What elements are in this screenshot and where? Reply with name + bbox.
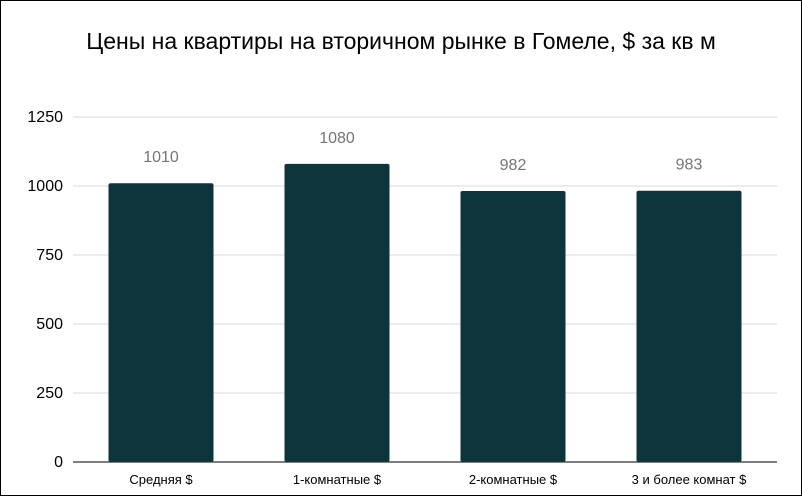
labels: 0 250 500 750 1000 1250 1010 Средняя $ 1080 1-ком… <box>27 109 747 487</box>
category-label-4: 3 и более комнат $ <box>632 472 747 487</box>
bars <box>108 163 742 463</box>
data-label-4: 983 <box>676 157 703 174</box>
category-label-3: 2-комнатные $ <box>469 472 558 487</box>
bar-1 <box>108 183 214 463</box>
y-tick-label: 750 <box>36 247 63 264</box>
chart-title: Цены на квартиры на вторичном рынке в Го… <box>86 28 716 54</box>
data-label-2: 1080 <box>319 130 355 147</box>
y-tick-label: 1000 <box>27 178 63 195</box>
bar-4 <box>636 190 742 462</box>
category-label-1: Средняя $ <box>129 472 193 487</box>
y-tick-label: 1250 <box>27 109 63 126</box>
category-label-2: 1-комнатные $ <box>293 472 382 487</box>
bar-2 <box>284 163 390 463</box>
data-label-1: 1010 <box>143 149 179 166</box>
y-tick-label: 0 <box>54 454 63 471</box>
y-tick-label: 500 <box>36 316 63 333</box>
y-tick-label: 250 <box>36 385 63 402</box>
bar-3 <box>460 190 566 462</box>
data-label-3: 982 <box>500 157 527 174</box>
